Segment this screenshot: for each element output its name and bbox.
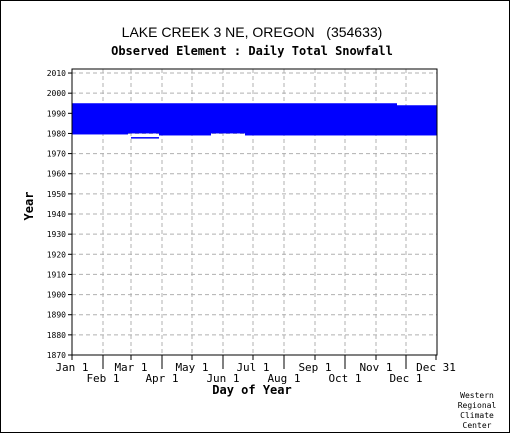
data-segment: [211, 103, 245, 134]
x-tick-label: Apr 1: [145, 372, 178, 385]
chart-title: LAKE CREEK 3 NE, OREGON (354633): [122, 24, 383, 40]
data-segment: [128, 103, 159, 134]
y-tick-label: 1970: [47, 150, 66, 159]
x-tick-label: Dec 31: [416, 361, 456, 374]
data-segment: [397, 105, 437, 136]
y-tick-label: 1940: [47, 210, 66, 219]
y-tick-label: 1890: [47, 311, 66, 320]
y-tick-label: 1910: [47, 270, 66, 279]
x-tick-label: May 1: [175, 361, 208, 374]
y-tick-label: 1920: [47, 250, 66, 259]
credit-line: Center: [463, 421, 492, 430]
y-tick-label: 2010: [47, 69, 66, 78]
data-segment: [159, 103, 211, 136]
y-axis-label: Year: [22, 192, 36, 221]
x-tick-label: Oct 1: [328, 372, 361, 385]
x-tick-label: Sep 1: [298, 361, 331, 374]
data-segments: [72, 103, 437, 139]
y-tick-label: 1960: [47, 170, 66, 179]
y-tick-label: 1900: [47, 291, 66, 300]
y-tick-label: 1870: [47, 351, 66, 360]
data-segment: [131, 137, 159, 139]
plot-area: [71, 68, 438, 356]
x-tick-label: Dec 1: [389, 372, 422, 385]
x-tick-label: Jan 1: [55, 361, 88, 374]
x-tick-label: Aug 1: [267, 372, 300, 385]
chart-subtitle: Observed Element : Daily Total Snowfall: [111, 44, 393, 58]
y-tick-label: 1950: [47, 190, 66, 199]
credit-line: Climate: [460, 411, 494, 420]
credit-line: Regional: [458, 401, 497, 410]
y-tick-label: 1880: [47, 331, 66, 340]
y-tick-label: 1980: [47, 129, 66, 138]
data-segment: [72, 103, 128, 135]
x-tick-label: Jun 1: [206, 372, 239, 385]
x-axis-label: Day of Year: [212, 383, 291, 397]
data-segment: [245, 103, 397, 136]
x-tick-label: Mar 1: [114, 361, 147, 374]
x-tick-label: Feb 1: [86, 372, 119, 385]
x-tick-label: Jul 1: [236, 361, 269, 374]
y-tick-label: 1990: [47, 109, 66, 118]
y-axis-ticks: 1870 1880 1890 1900 1910 1920 1930 1940 1950 1960…: [47, 69, 72, 360]
x-tick-label: Nov 1: [359, 361, 392, 374]
y-tick-label: 2000: [47, 89, 66, 98]
credit-line: Western: [460, 391, 494, 400]
y-tick-label: 1930: [47, 230, 66, 239]
